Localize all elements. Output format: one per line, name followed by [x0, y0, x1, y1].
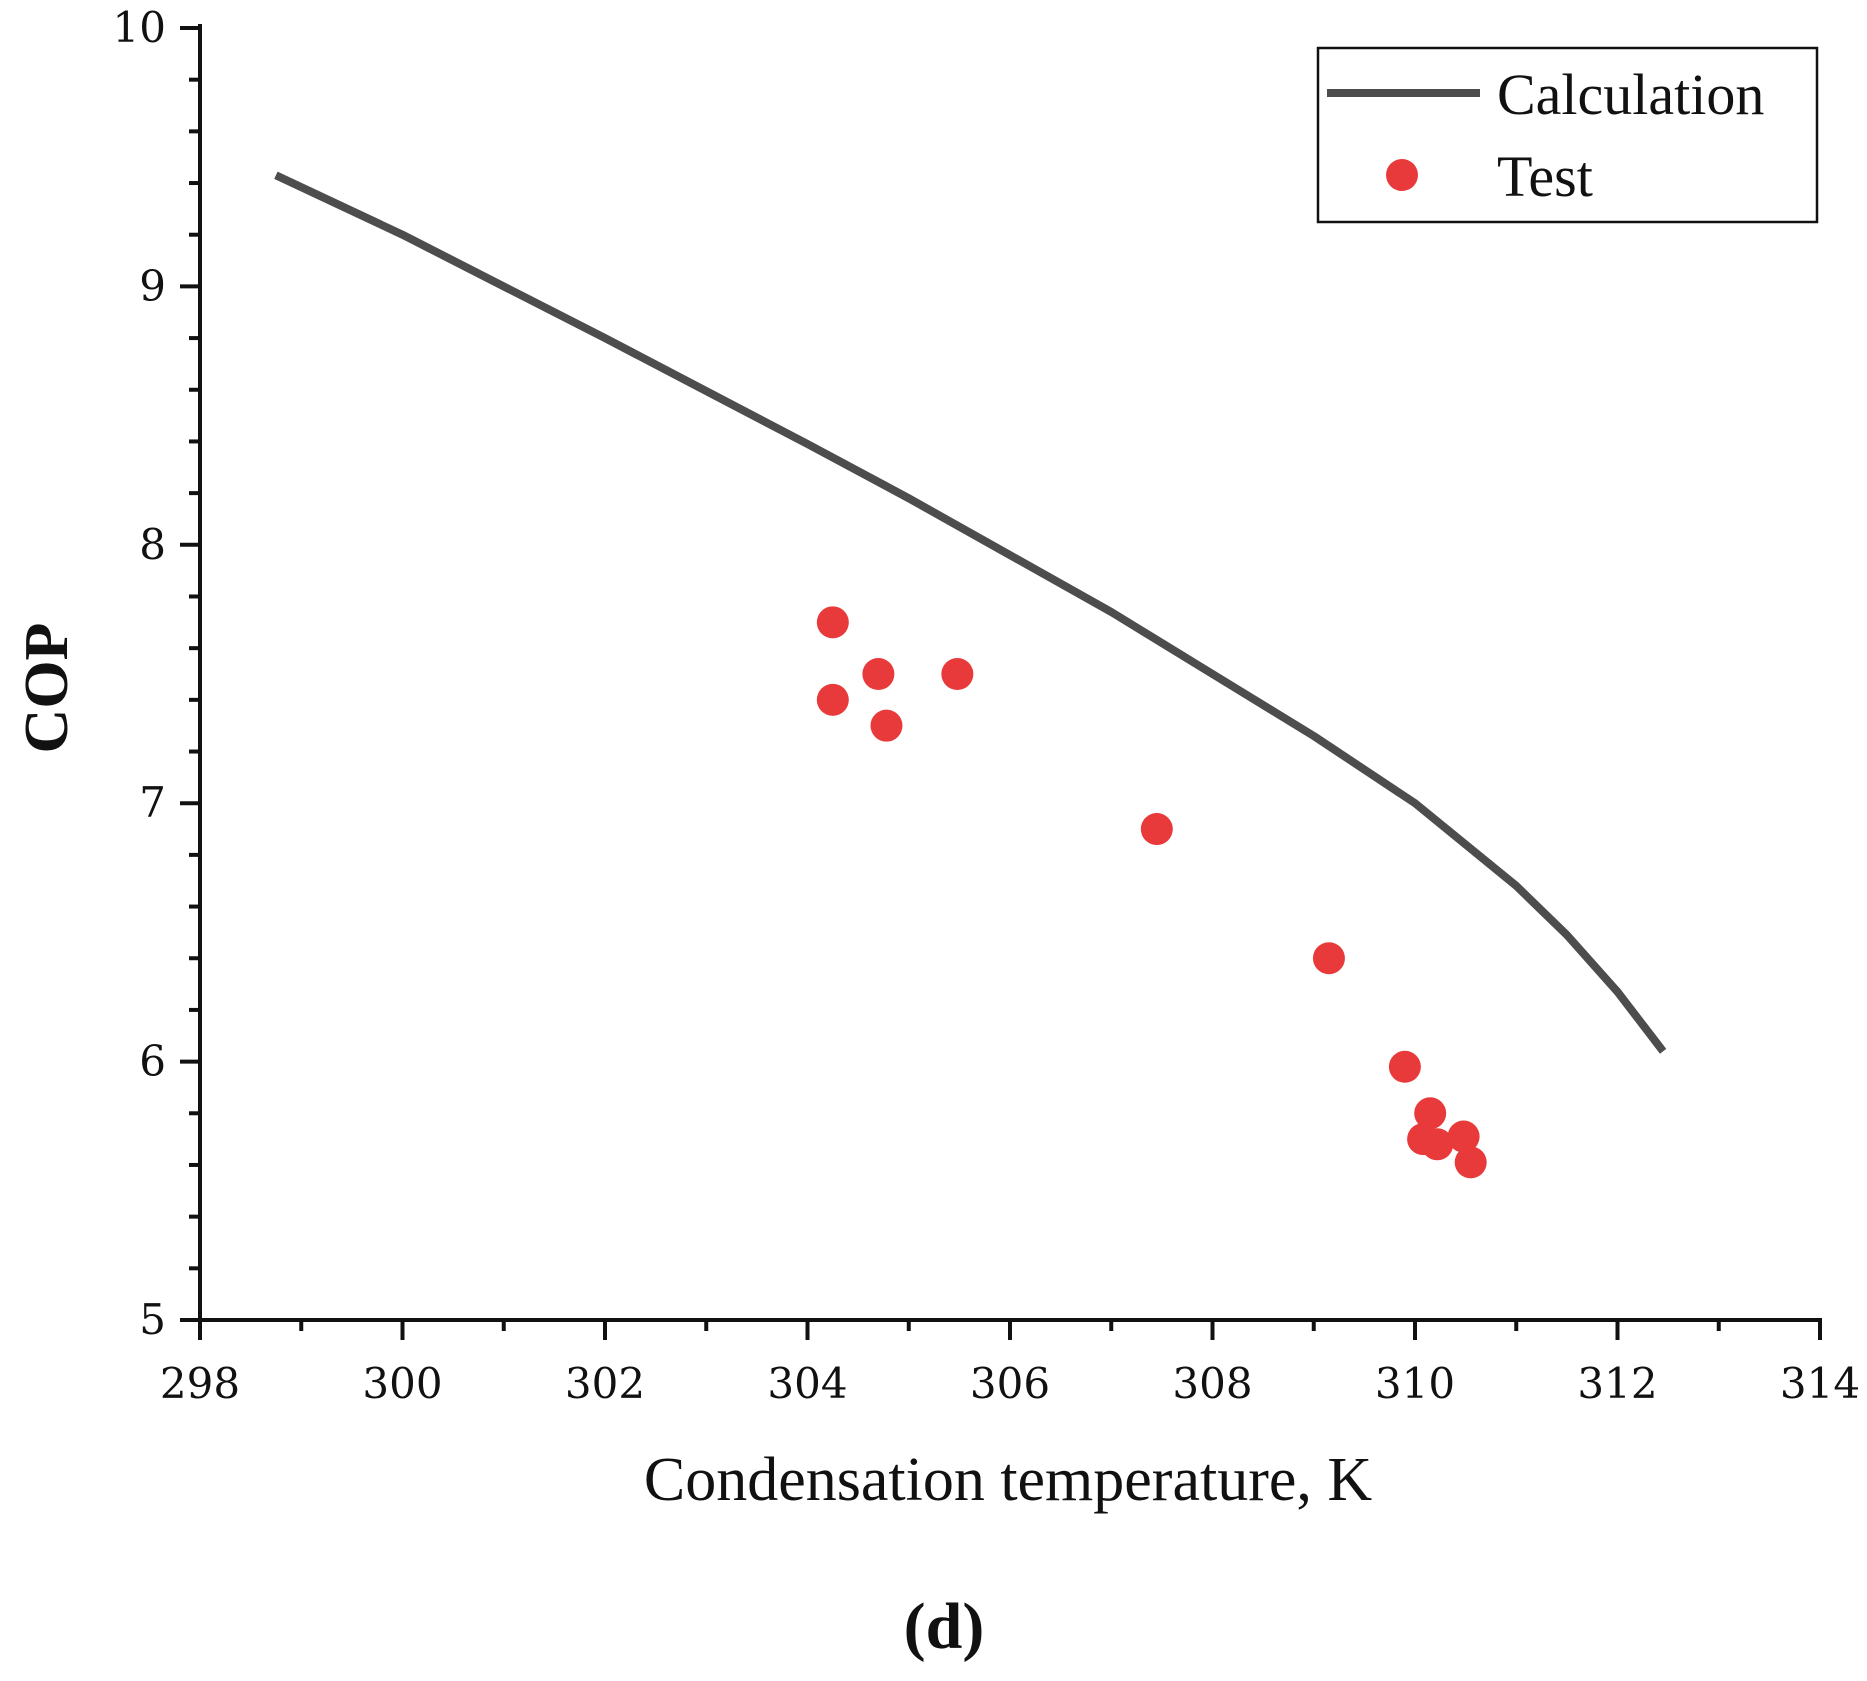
- test-point: [1312, 942, 1345, 975]
- legend-label-calculation: Calculation: [1497, 62, 1764, 127]
- y-axis-title: COP: [13, 623, 81, 754]
- legend: Calculation Test: [1316, 46, 1819, 224]
- legend-marker-swatch: [1386, 159, 1418, 191]
- x-tick-label: 312: [1577, 1359, 1657, 1408]
- test-point: [1388, 1050, 1421, 1083]
- test-point: [1421, 1128, 1454, 1161]
- test-point: [862, 658, 895, 690]
- panel-label: (d): [904, 1590, 985, 1663]
- x-axis-title: Condensation temperature, K: [644, 1446, 1373, 1514]
- test-point: [1140, 813, 1173, 846]
- x-tick-label: 306: [970, 1359, 1050, 1408]
- test-point: [1454, 1146, 1487, 1179]
- legend-box: [1316, 46, 1819, 224]
- y-tick-label: 7: [139, 778, 166, 827]
- y-tick-label: 10: [113, 3, 166, 52]
- x-tick-label: 308: [1172, 1359, 1252, 1408]
- calculation-line: [274, 171, 1667, 1054]
- x-tick-label: 300: [362, 1359, 442, 1408]
- x-tick-label: 304: [767, 1359, 847, 1408]
- test-point: [870, 709, 903, 742]
- axes: 298 300 302 304 306 308 310 312 314 5 6 7 8 9 10: [113, 3, 1861, 1408]
- test-point: [816, 683, 849, 716]
- test-point: [941, 658, 974, 690]
- y-tick-label: 8: [139, 520, 166, 569]
- test-point: [1414, 1097, 1447, 1130]
- y-tick-label: 9: [139, 261, 166, 310]
- test-point: [816, 606, 849, 639]
- x-tick-label: 310: [1375, 1359, 1455, 1408]
- x-tick-label: 298: [160, 1359, 240, 1408]
- legend-label-test: Test: [1497, 144, 1593, 209]
- plot-area: [274, 171, 1667, 1179]
- y-tick-label: 6: [139, 1037, 166, 1086]
- x-tick-label: 302: [565, 1359, 645, 1408]
- x-tick-label: 314: [1780, 1359, 1860, 1408]
- test-point: [1447, 1120, 1480, 1153]
- y-tick-label: 5: [139, 1295, 166, 1344]
